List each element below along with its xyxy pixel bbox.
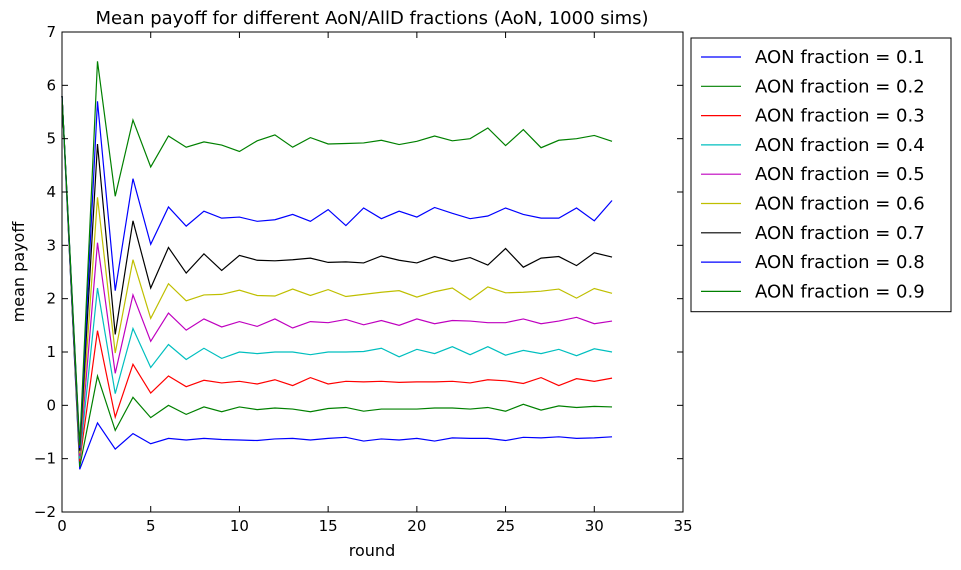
y-tick-label: 4	[46, 183, 56, 201]
y-tick-label: −2	[34, 503, 56, 521]
chart-title: Mean payoff for different AoN/AllD fract…	[95, 8, 648, 29]
x-tick-label: 5	[146, 517, 156, 535]
legend-label-9: AON fraction = 0.9	[755, 281, 925, 302]
series-line-2	[61, 95, 613, 467]
x-tick-label: 15	[319, 517, 338, 535]
series-line-1	[61, 95, 613, 470]
y-tick-label: 2	[46, 290, 56, 308]
legend-label-6: AON fraction = 0.6	[755, 194, 925, 215]
series-line-9	[61, 61, 613, 446]
y-tick-label: 6	[46, 76, 56, 94]
y-tick-label: 7	[46, 23, 56, 41]
y-tick-label: 0	[46, 396, 56, 414]
series-line-6	[61, 95, 613, 454]
x-axis-label: round	[349, 541, 395, 560]
legend-label-3: AON fraction = 0.3	[755, 106, 925, 127]
y-tick-label: −1	[34, 450, 56, 468]
x-tick-label: 0	[57, 517, 67, 535]
legend-label-5: AON fraction = 0.5	[755, 164, 925, 185]
series-line-4	[61, 95, 613, 459]
y-tick-label: 3	[46, 236, 56, 254]
legend-label-1: AON fraction = 0.1	[755, 47, 925, 68]
legend: AON fraction = 0.1 AON fraction = 0.2 AON …	[690, 37, 952, 313]
legend-label-8: AON fraction = 0.8	[755, 252, 925, 273]
y-axis-label: mean payoff	[9, 221, 28, 323]
legend-label-7: AON fraction = 0.7	[755, 223, 925, 244]
legend-box	[690, 37, 952, 313]
plot-frame	[61, 31, 684, 513]
y-tick-label: 1	[46, 343, 56, 361]
legend-label-2: AON fraction = 0.2	[755, 76, 925, 97]
series-line-5	[61, 95, 613, 457]
x-tick-label: 10	[230, 517, 249, 535]
x-tick-label: 20	[407, 517, 426, 535]
x-tick-label: 35	[673, 517, 692, 535]
x-tick-label: 25	[496, 517, 515, 535]
series-line-3	[61, 95, 613, 462]
series-line-7	[61, 95, 613, 451]
x-tick-label: 30	[585, 517, 604, 535]
series-line-8	[61, 95, 613, 449]
y-tick-label: 5	[46, 130, 56, 148]
legend-label-4: AON fraction = 0.4	[755, 135, 925, 156]
